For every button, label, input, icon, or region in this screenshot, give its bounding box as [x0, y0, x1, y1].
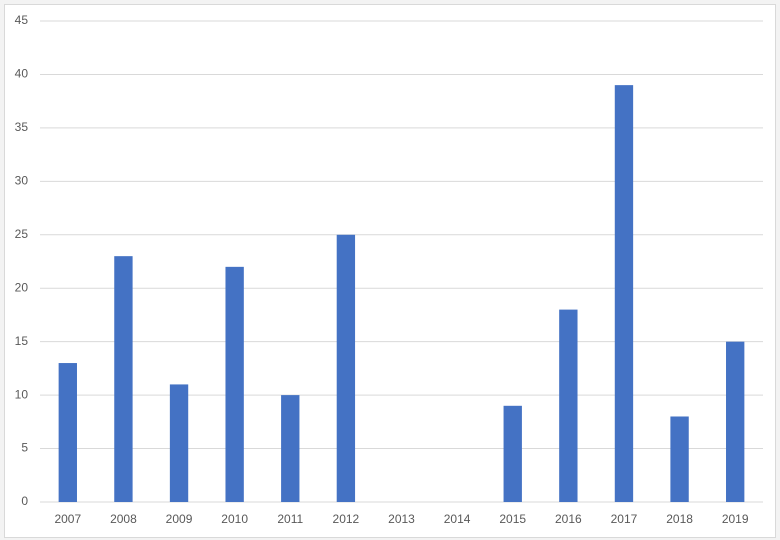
x-tick-label: 2018: [666, 512, 693, 526]
y-tick-label: 25: [15, 227, 29, 241]
x-tick-label: 2013: [388, 512, 415, 526]
bar: [281, 395, 300, 502]
y-tick-label: 5: [21, 441, 28, 455]
bar: [670, 416, 689, 502]
x-tick-label: 2016: [555, 512, 582, 526]
x-tick-label: 2008: [110, 512, 137, 526]
x-tick-label: 2015: [499, 512, 526, 526]
y-tick-label: 40: [15, 67, 29, 81]
bar: [336, 234, 356, 502]
y-tick-label: 20: [15, 280, 29, 294]
y-tick-label: 45: [15, 13, 29, 27]
x-tick-label: 2019: [722, 512, 749, 526]
x-tick-label: 2010: [221, 512, 248, 526]
y-tick-label: 0: [21, 494, 28, 508]
y-tick-label: 15: [15, 334, 29, 348]
x-tick-label: 2014: [444, 512, 471, 526]
x-tick-label: 2009: [166, 512, 193, 526]
y-tick-label: 10: [15, 387, 29, 401]
x-tick-label: 2007: [54, 512, 81, 526]
bar: [58, 363, 77, 502]
x-tick-label: 2017: [611, 512, 638, 526]
bar: [114, 256, 133, 502]
y-tick-label: 30: [15, 174, 29, 188]
bar: [614, 85, 634, 502]
x-tick-label: 2011: [277, 512, 303, 526]
bar: [503, 405, 522, 502]
bar: [726, 341, 745, 502]
bar: [169, 384, 189, 502]
bar: [559, 309, 578, 502]
y-tick-label: 35: [15, 120, 29, 134]
x-tick-label: 2012: [333, 512, 360, 526]
bar: [225, 266, 244, 502]
